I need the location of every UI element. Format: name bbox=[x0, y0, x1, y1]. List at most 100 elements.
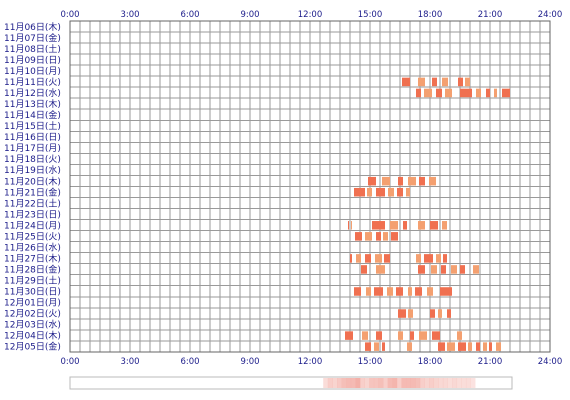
row-label: 11月17日(月) bbox=[4, 143, 61, 154]
activity-segment bbox=[476, 88, 481, 98]
activity-segment bbox=[387, 287, 393, 296]
row-label: 11月15日(土) bbox=[4, 120, 61, 132]
row-label: 11月10日(月) bbox=[4, 66, 61, 77]
activity-segment bbox=[436, 88, 442, 98]
activity-segment bbox=[361, 265, 367, 274]
activity-segment bbox=[391, 232, 398, 241]
activity-segment bbox=[418, 221, 425, 230]
activity-segment bbox=[356, 254, 361, 263]
summary-cell bbox=[378, 378, 384, 388]
activity-segment bbox=[468, 342, 472, 351]
activity-segment bbox=[416, 88, 421, 98]
tick-label-top: 18:00 bbox=[418, 10, 443, 20]
row-label: 11月12日(水) bbox=[4, 87, 61, 99]
activity-segment bbox=[408, 287, 412, 296]
tick-label-bottom: 18:00 bbox=[418, 357, 443, 367]
activity-segment bbox=[416, 254, 421, 263]
activity-segment bbox=[383, 232, 388, 241]
activity-segment bbox=[390, 221, 398, 230]
row-label: 12月02日(火) bbox=[4, 309, 61, 320]
tick-label-top: 3:00 bbox=[120, 10, 139, 20]
activity-segment bbox=[442, 221, 447, 230]
activity-segment bbox=[403, 221, 407, 230]
row-label: 11月29日(土) bbox=[4, 275, 61, 287]
tick-label-bottom: 24:00 bbox=[538, 357, 563, 367]
tick-label-top: 15:00 bbox=[358, 10, 383, 20]
summary-cell bbox=[350, 378, 356, 388]
row-label: 12月04日(木) bbox=[4, 330, 61, 342]
activity-segment bbox=[376, 187, 385, 197]
row-label: 12月01日(月) bbox=[4, 298, 61, 309]
tick-label-bottom: 0:00 bbox=[60, 357, 79, 367]
summary-cell bbox=[396, 378, 402, 388]
activity-segment bbox=[445, 88, 452, 98]
activity-segment bbox=[376, 232, 381, 241]
activity-segment bbox=[486, 88, 490, 98]
activity-segment bbox=[447, 309, 451, 318]
activity-segment bbox=[354, 287, 361, 296]
summary-cell bbox=[410, 378, 416, 388]
activity-segment bbox=[431, 265, 437, 274]
activity-segment bbox=[458, 77, 463, 87]
tick-label-top: 24:00 bbox=[538, 10, 563, 20]
row-label: 11月30日(日) bbox=[4, 287, 61, 298]
activity-segment bbox=[410, 331, 414, 340]
activity-segment bbox=[441, 265, 446, 274]
activity-segment bbox=[443, 254, 447, 263]
summary-cell bbox=[419, 378, 425, 388]
row-label: 11月25日(火) bbox=[4, 231, 61, 242]
tick-label-bottom: 9:00 bbox=[240, 357, 259, 367]
activity-segment bbox=[375, 254, 382, 263]
activity-segment bbox=[397, 187, 403, 197]
row-label: 11月09日(日) bbox=[4, 55, 61, 66]
row-label: 11月11日(火) bbox=[4, 77, 61, 88]
grid bbox=[69, 20, 551, 353]
summary-cell bbox=[401, 378, 407, 388]
row-label: 12月05日(金) bbox=[4, 341, 61, 353]
tick-label-bottom: 15:00 bbox=[358, 357, 383, 367]
summary-cell bbox=[465, 378, 471, 388]
row-label: 11月26日(水) bbox=[4, 241, 61, 253]
activity-segment bbox=[502, 88, 510, 98]
activity-segment bbox=[430, 309, 435, 318]
activity-segment bbox=[367, 187, 372, 197]
activity-segment bbox=[432, 331, 440, 340]
row-label: 11月07日(金) bbox=[4, 32, 61, 44]
row-label: 11月08日(土) bbox=[4, 43, 61, 55]
activity-segment bbox=[365, 254, 371, 263]
activity-segment bbox=[351, 221, 352, 230]
row-label: 12月03日(水) bbox=[4, 319, 61, 331]
activity-segment bbox=[442, 77, 448, 87]
row-label: 11月13日(木) bbox=[4, 98, 61, 110]
activity-segments bbox=[345, 77, 510, 351]
row-label: 11月28日(金) bbox=[4, 263, 61, 275]
activity-segment bbox=[451, 265, 457, 274]
summary-cell bbox=[383, 378, 388, 388]
activity-segment bbox=[398, 309, 406, 318]
activity-segment bbox=[376, 265, 385, 274]
summary-cell bbox=[470, 378, 476, 388]
activity-segment bbox=[430, 221, 438, 230]
summary-cell bbox=[355, 378, 361, 388]
summary-cell bbox=[369, 378, 375, 388]
row-label: 11月16日(日) bbox=[4, 132, 61, 143]
tick-label-top: 0:00 bbox=[60, 10, 79, 20]
activity-segment bbox=[382, 342, 385, 351]
row-label: 11月27日(木) bbox=[4, 252, 61, 264]
activity-segment bbox=[457, 331, 462, 340]
activity-segment bbox=[376, 331, 382, 340]
activity-segment bbox=[365, 342, 371, 351]
plot-border bbox=[69, 20, 551, 353]
activity-segment bbox=[438, 309, 442, 318]
summary-cell bbox=[364, 378, 370, 388]
summary-cell bbox=[415, 378, 421, 388]
tick-label-top: 12:00 bbox=[298, 10, 323, 20]
activity-segment bbox=[408, 176, 416, 186]
tick-label-bottom: 3:00 bbox=[120, 357, 139, 367]
activity-segment bbox=[402, 77, 410, 87]
activity-segment bbox=[418, 265, 425, 274]
activity-segment bbox=[419, 176, 425, 186]
activity-segment bbox=[372, 221, 385, 230]
summary-cell bbox=[456, 378, 462, 388]
